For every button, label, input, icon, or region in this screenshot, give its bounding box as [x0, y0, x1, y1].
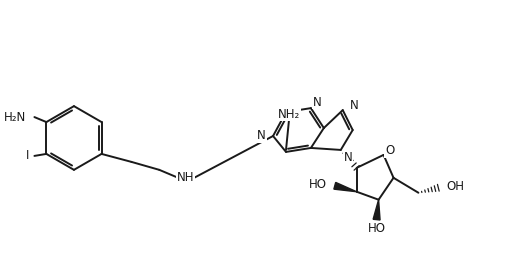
Text: HO: HO: [308, 178, 326, 191]
Text: O: O: [384, 144, 393, 157]
Text: H₂N: H₂N: [4, 111, 26, 124]
Text: N: N: [257, 130, 266, 143]
Text: I: I: [26, 149, 30, 163]
Text: HO: HO: [367, 222, 385, 235]
Text: N: N: [349, 99, 358, 112]
Text: N: N: [312, 96, 321, 109]
Text: NH: NH: [176, 171, 193, 184]
Text: N: N: [343, 151, 352, 164]
Polygon shape: [373, 200, 379, 220]
Text: NH₂: NH₂: [277, 107, 299, 121]
Text: OH: OH: [445, 180, 463, 193]
Polygon shape: [333, 183, 356, 192]
